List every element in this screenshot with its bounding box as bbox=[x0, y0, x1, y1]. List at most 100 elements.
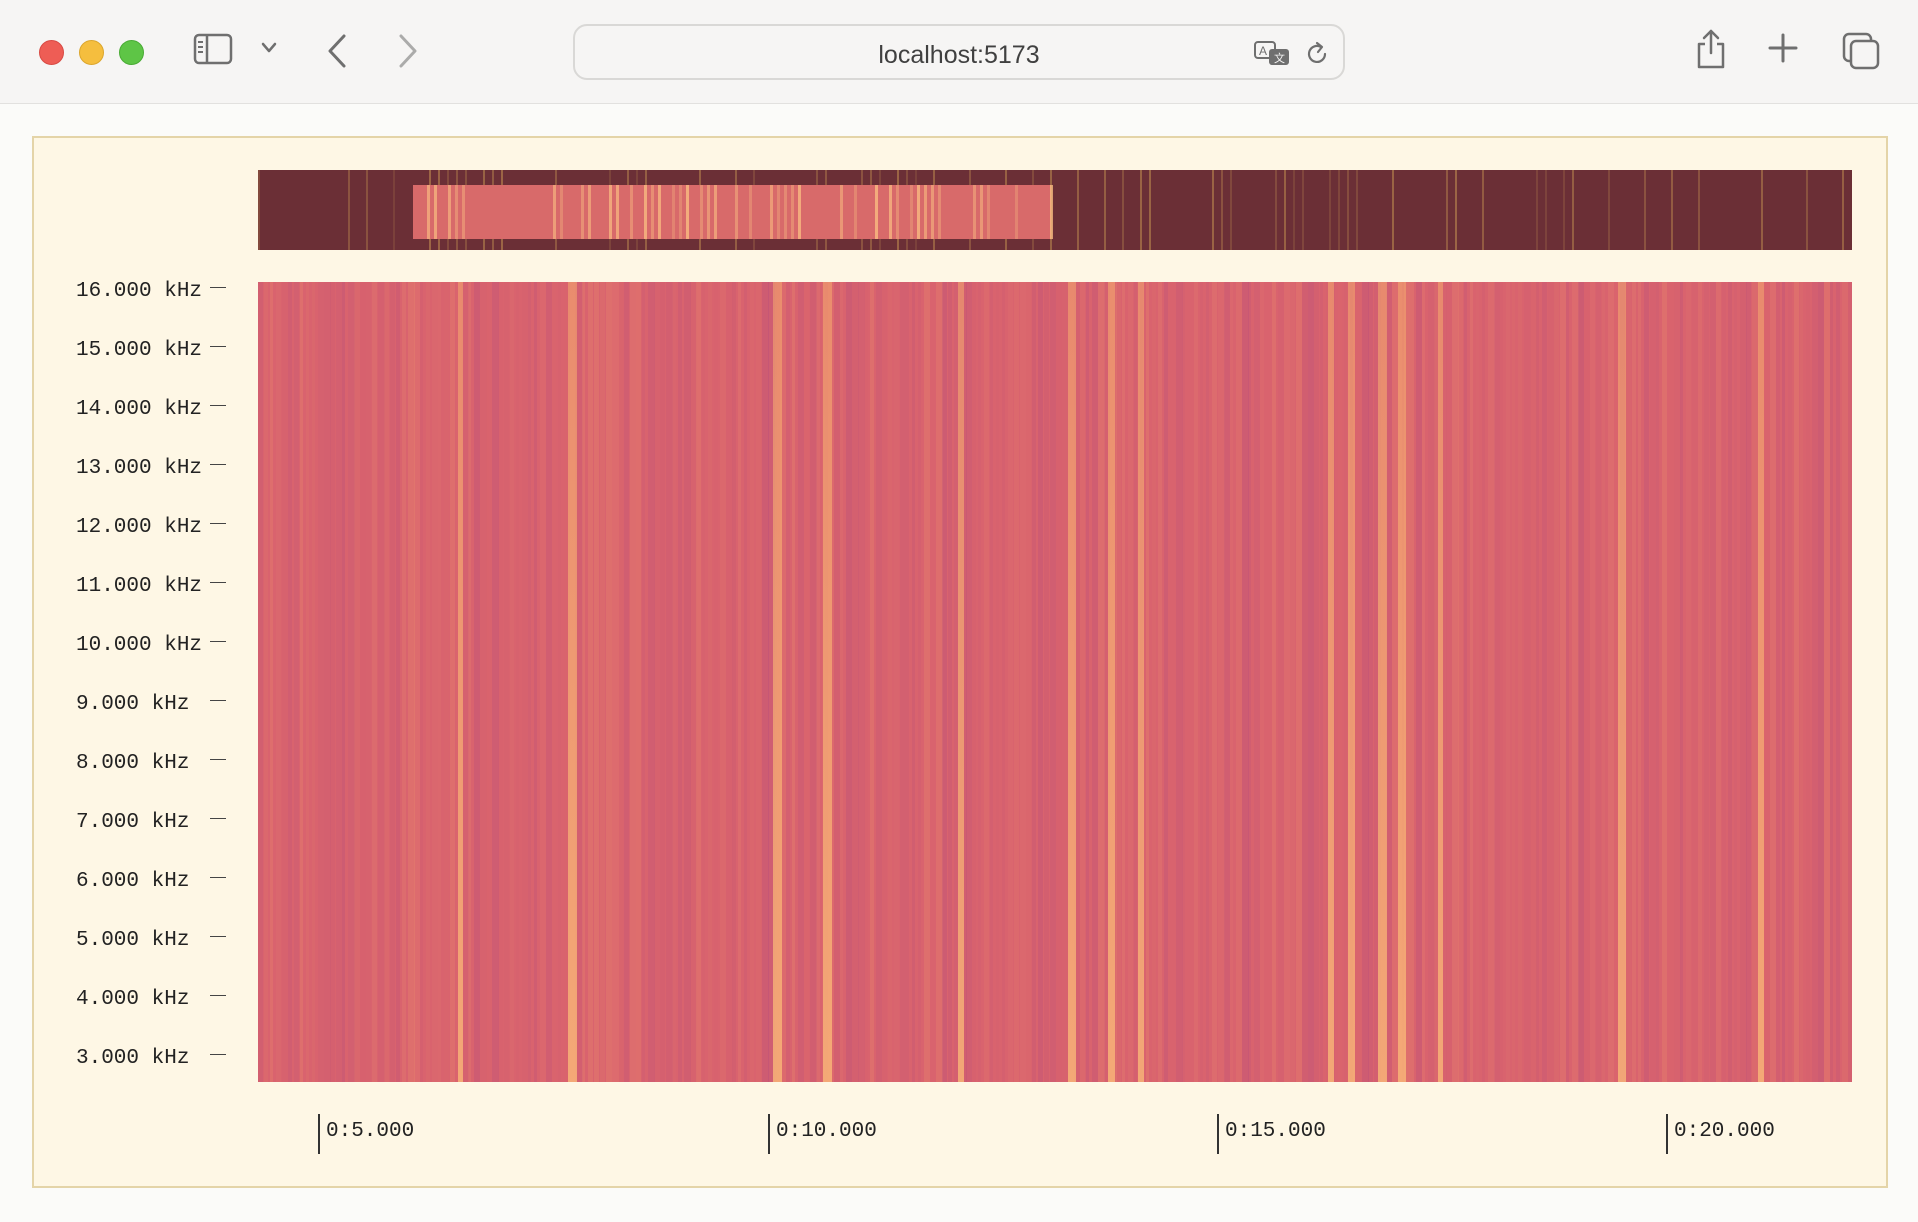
spectrogram-band bbox=[642, 282, 645, 1082]
overview-band bbox=[1140, 170, 1142, 250]
spectrogram-band bbox=[1770, 282, 1776, 1082]
spectrogram-band bbox=[1260, 282, 1264, 1082]
spectrogram-band bbox=[1206, 282, 1209, 1082]
spectrogram-band bbox=[1566, 282, 1569, 1082]
spectrogram-band bbox=[1722, 282, 1726, 1082]
spectrogram-band bbox=[1026, 282, 1031, 1082]
spectrogram-band bbox=[594, 282, 599, 1082]
spectrogram-band bbox=[1812, 282, 1818, 1082]
overview-band bbox=[1761, 170, 1763, 250]
spectrogram-band bbox=[1194, 282, 1198, 1082]
spectrogram-band bbox=[1524, 282, 1531, 1082]
spectrogram-band bbox=[906, 282, 909, 1082]
spectrogram-band bbox=[258, 282, 263, 1082]
time-tick bbox=[318, 1114, 320, 1154]
spectrogram-band bbox=[312, 282, 315, 1082]
spectrogram-band bbox=[270, 282, 273, 1082]
spectrogram-band bbox=[666, 282, 673, 1082]
spectrogram-band bbox=[1494, 282, 1500, 1082]
spectrogram-band bbox=[1824, 282, 1830, 1082]
spectrogram-band bbox=[882, 282, 887, 1082]
spectrogram-band bbox=[1716, 282, 1721, 1082]
spectrogram-band bbox=[1014, 282, 1019, 1082]
frequency-label: 8.000 kHz bbox=[76, 752, 190, 775]
spectrogram-band bbox=[1314, 282, 1319, 1082]
spectrogram-band bbox=[1152, 282, 1156, 1082]
spectrogram-band bbox=[756, 282, 761, 1082]
spectrogram-band bbox=[852, 282, 859, 1082]
spectrogram-band bbox=[1356, 282, 1361, 1082]
spectrogram-band bbox=[624, 282, 629, 1082]
overview-band bbox=[393, 170, 395, 250]
chevron-down-icon[interactable] bbox=[260, 41, 278, 55]
frequency-tick bbox=[210, 936, 226, 937]
spectrogram-band bbox=[318, 282, 324, 1082]
spectrogram-band bbox=[1830, 282, 1833, 1082]
plus-icon[interactable] bbox=[1768, 33, 1798, 63]
overview-band bbox=[1221, 170, 1223, 250]
frequency-label: 9.000 kHz bbox=[76, 693, 190, 716]
spectrogram-band bbox=[330, 282, 335, 1082]
tabs-icon[interactable] bbox=[1842, 32, 1880, 70]
spectrogram-band bbox=[1080, 282, 1085, 1082]
spectrogram-band bbox=[474, 282, 480, 1082]
spectrogram-band bbox=[1434, 282, 1440, 1082]
waveform-overview[interactable] bbox=[258, 170, 1852, 250]
overview-band bbox=[1806, 170, 1808, 250]
back-icon[interactable] bbox=[325, 32, 349, 70]
spectrogram-band bbox=[1788, 282, 1792, 1082]
sidebar-icon[interactable] bbox=[193, 33, 233, 65]
time-label: 0:15.000 bbox=[1225, 1120, 1326, 1143]
overview-band bbox=[1338, 170, 1340, 250]
spectrogram-band bbox=[990, 282, 993, 1082]
spectrogram-band bbox=[672, 282, 676, 1082]
overview-band bbox=[1608, 170, 1610, 250]
spectrogram-band bbox=[420, 282, 423, 1082]
spectrogram-band bbox=[1242, 282, 1249, 1082]
spectrogram-band bbox=[450, 282, 455, 1082]
spectrogram-band bbox=[696, 282, 701, 1082]
spectrogram-band bbox=[1806, 282, 1810, 1082]
spectrogram-band bbox=[408, 282, 415, 1082]
spectrogram-band bbox=[1710, 282, 1716, 1082]
spectrogram-band bbox=[1680, 282, 1683, 1082]
close-window-button[interactable] bbox=[39, 40, 64, 65]
overview-band bbox=[1284, 170, 1286, 250]
overview-band bbox=[987, 185, 990, 239]
forward-icon[interactable] bbox=[396, 32, 420, 70]
spectrogram-band bbox=[1284, 282, 1290, 1082]
spectrogram-band bbox=[618, 282, 623, 1082]
spectrogram-band bbox=[1438, 282, 1443, 1082]
spectrogram-band bbox=[1378, 282, 1387, 1082]
spectrogram-band bbox=[1464, 282, 1467, 1082]
reload-icon[interactable] bbox=[1303, 40, 1331, 68]
overview-band bbox=[714, 185, 717, 239]
overview-band bbox=[427, 185, 430, 239]
spectrogram-band bbox=[1404, 282, 1410, 1082]
spectrogram-band bbox=[1086, 282, 1089, 1082]
frequency-label: 15.000 kHz bbox=[76, 339, 203, 362]
spectrogram-band bbox=[1536, 282, 1539, 1082]
share-icon[interactable] bbox=[1694, 28, 1728, 70]
overview-selection-region[interactable] bbox=[413, 185, 1053, 239]
frequency-tick bbox=[210, 877, 226, 878]
minimize-window-button[interactable] bbox=[79, 40, 104, 65]
overview-band bbox=[560, 185, 563, 239]
zoom-window-button[interactable] bbox=[119, 40, 144, 65]
spectrogram-band bbox=[1032, 282, 1036, 1082]
spectrogram-band bbox=[1686, 282, 1691, 1082]
overview-band bbox=[1230, 170, 1232, 250]
spectrogram-band bbox=[1248, 282, 1251, 1082]
frequency-tick bbox=[210, 641, 226, 642]
spectrogram-band bbox=[1458, 282, 1463, 1082]
spectrogram-band bbox=[888, 282, 892, 1082]
spectrogram-band bbox=[984, 282, 989, 1082]
overview-band bbox=[553, 185, 556, 239]
overview-band bbox=[700, 185, 703, 239]
spectrogram-band bbox=[504, 282, 509, 1082]
spectrogram-band bbox=[1224, 282, 1230, 1082]
spectrogram-canvas[interactable] bbox=[258, 282, 1852, 1082]
